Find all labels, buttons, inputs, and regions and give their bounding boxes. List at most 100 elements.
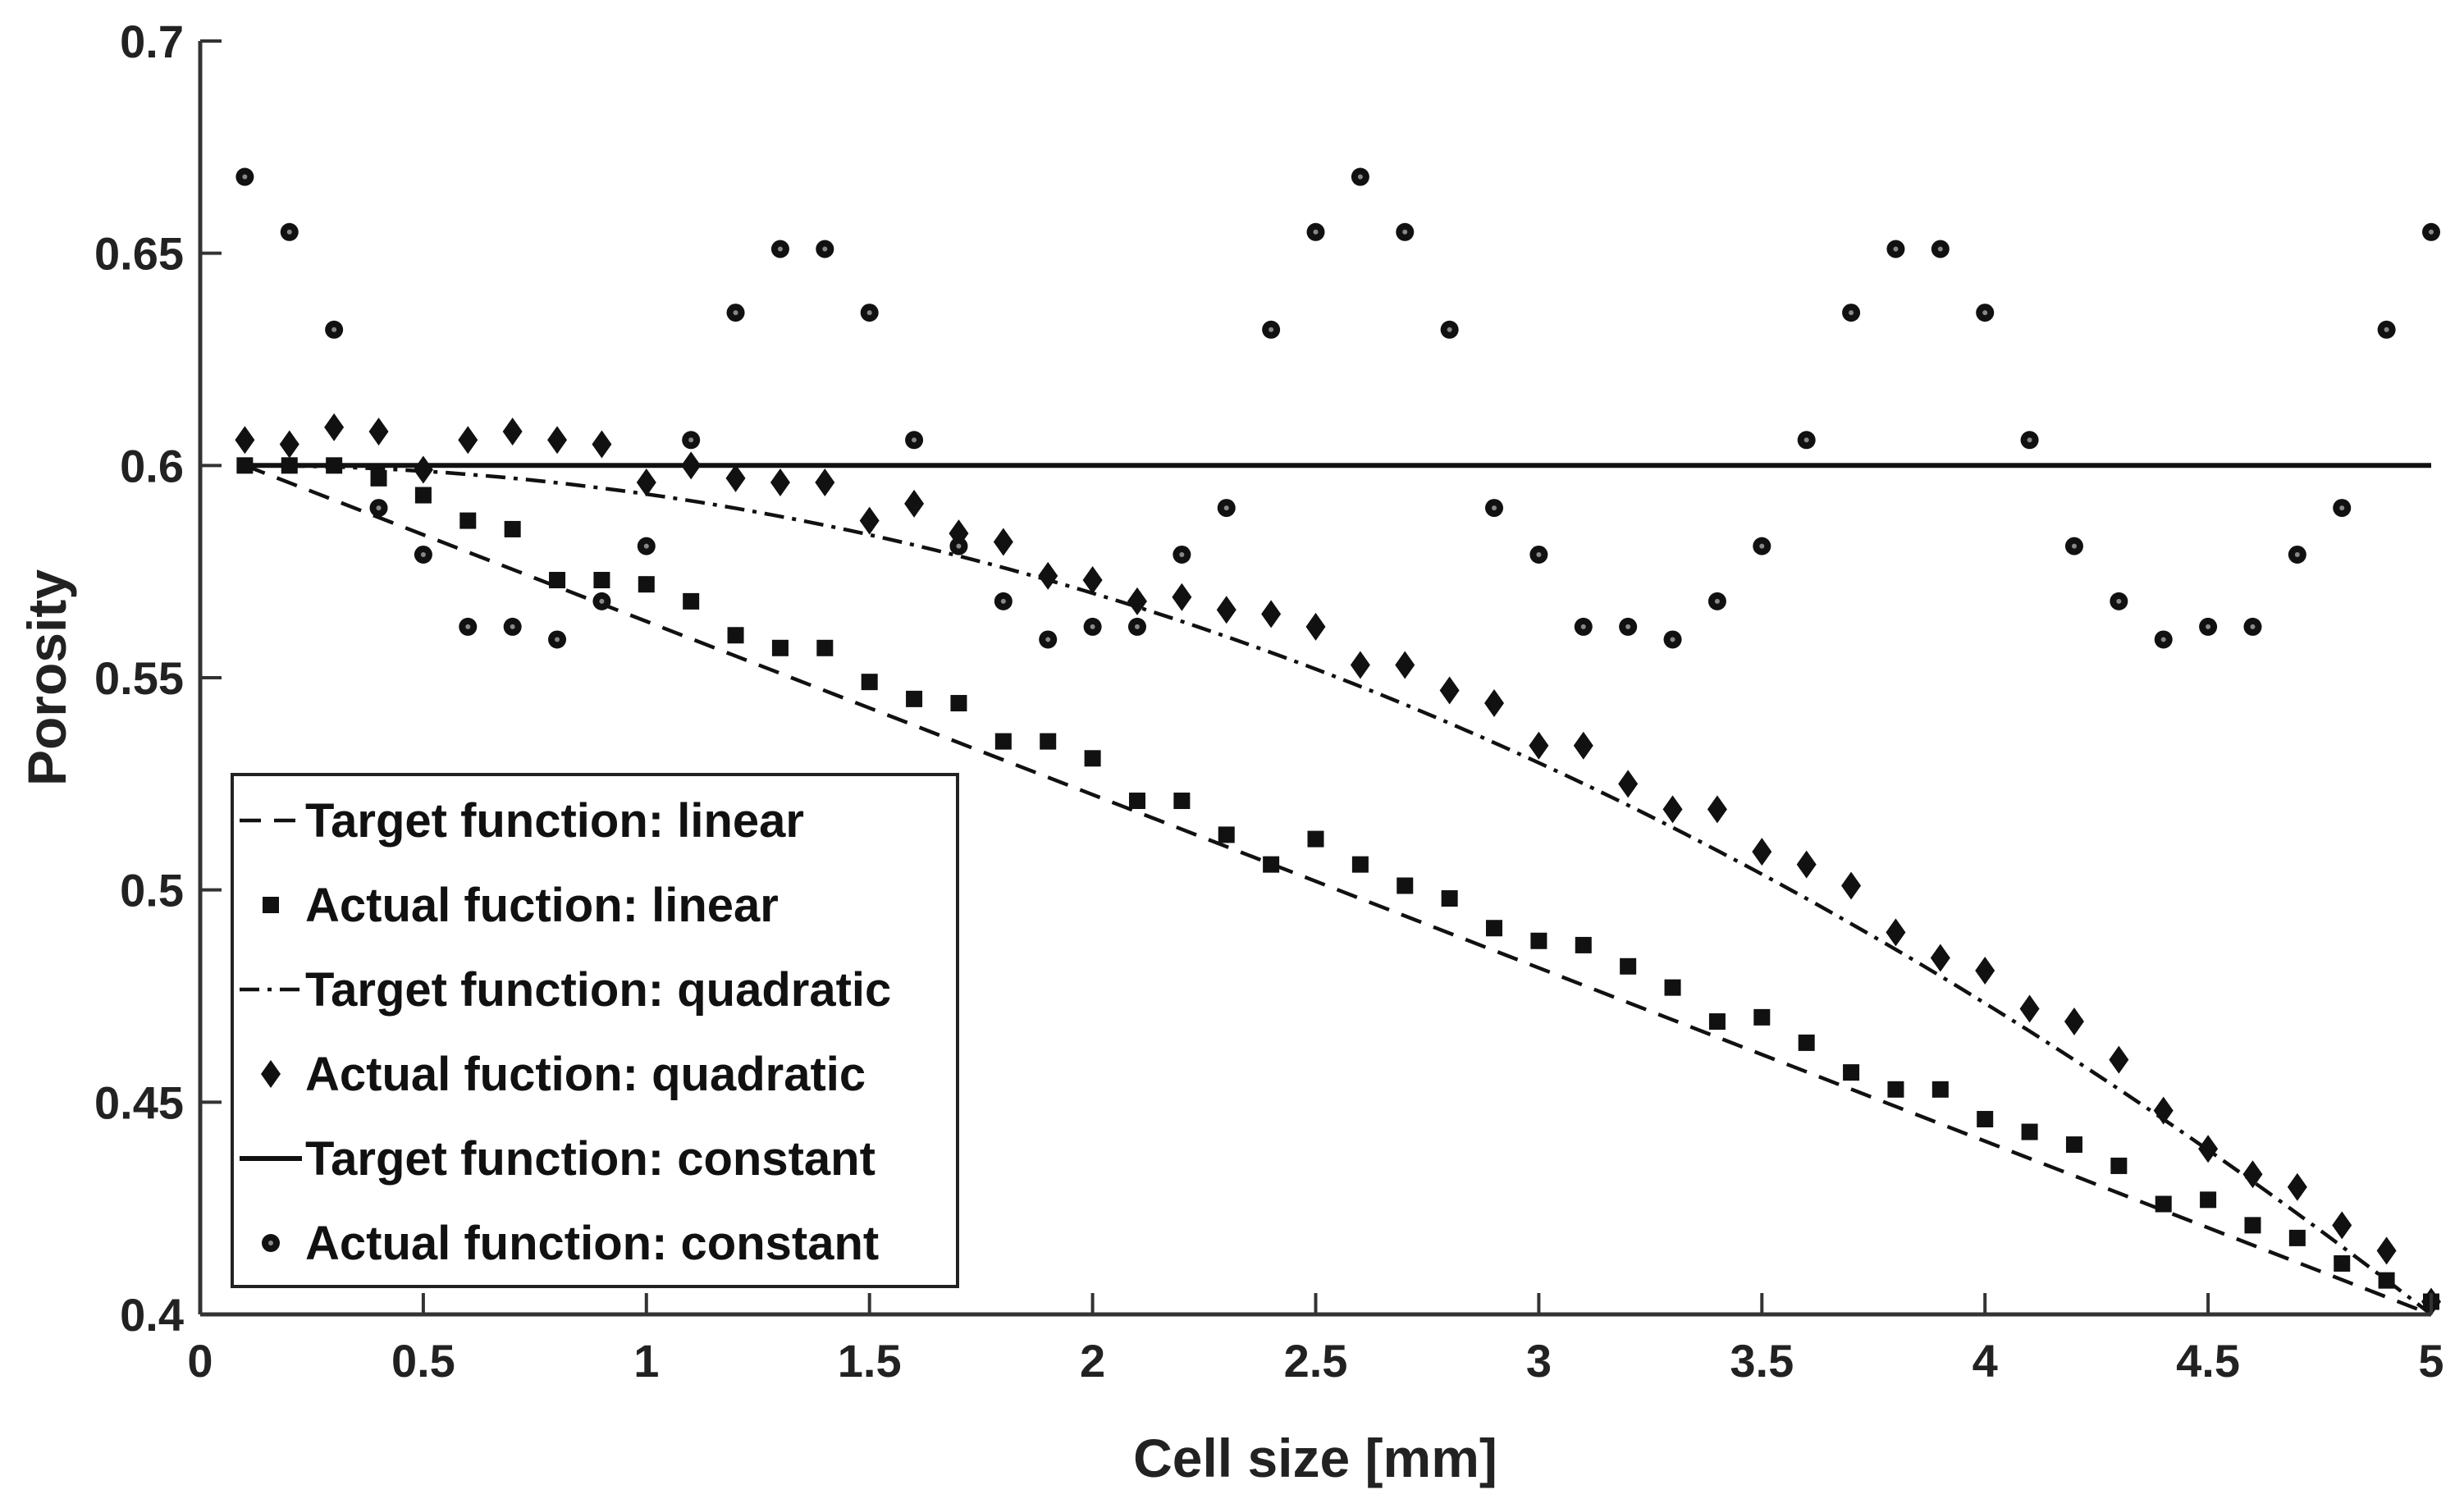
marker-square [816,639,834,656]
x-tick-label: 0.5 [391,1335,455,1387]
marker-square [1887,1081,1904,1098]
marker-diamond [2376,1236,2397,1265]
legend-box [231,773,959,1288]
marker-circle-center [1849,310,1854,316]
marker-circle [994,592,1013,610]
x-tick-label: 4 [1973,1335,1998,1387]
marker-diamond [413,455,433,484]
y-tick-label: 0.4 [120,1289,184,1341]
marker-circle-center [2206,624,2211,629]
marker-square [236,457,254,474]
marker-circle [2288,545,2306,564]
marker-circle-center [1714,598,1720,604]
marker-circle [2243,617,2262,636]
marker-square [2378,1272,2395,1289]
marker-circle [503,617,522,636]
marker-circle [1083,617,1102,636]
marker-circle-center [1670,637,1675,642]
marker-circle [770,240,789,258]
marker-circle [1262,320,1281,339]
y-tick-label: 0.45 [94,1076,184,1128]
marker-square [504,520,521,537]
marker-circle [2199,617,2218,636]
marker-circle-center [1759,543,1765,549]
marker-square [2288,1229,2306,1246]
marker-circle [235,167,254,186]
marker-diamond [279,430,299,459]
marker-circle-center [822,246,828,252]
marker-circle [1842,304,1861,322]
marker-circle [459,617,478,636]
x-axis-title: Cell size [mm] [1133,1428,1497,1488]
marker-circle [1707,592,1726,610]
x-tick-label: 0 [187,1335,213,1387]
marker-square [906,690,923,707]
marker-circle [1306,222,1325,241]
marker-diamond [2242,1160,2263,1189]
x-tick-label: 2 [1080,1335,1105,1387]
marker-diamond [458,426,478,455]
marker-circle-center [643,543,649,549]
marker-diamond [2198,1135,2219,1163]
marker-circle [682,431,701,450]
marker-diamond [1350,651,1370,679]
marker-circle [1173,545,1191,564]
marker-circle [1039,630,1058,649]
marker-circle-center [1536,551,1542,557]
x-tick-label: 1 [633,1335,659,1387]
marker-diamond [368,417,389,446]
marker-square [727,627,744,644]
marker-square [771,639,789,656]
y-tick-label: 0.65 [94,228,184,280]
marker-diamond [1707,795,1727,824]
marker-circle-center [866,310,872,316]
marker-circle [1753,537,1771,555]
marker-square [1620,957,1637,975]
marker-square [2334,1254,2351,1272]
marker-circle-center [2384,327,2389,332]
legend-entry: Target function: constant [240,1132,875,1186]
marker-diamond [904,489,925,518]
marker-circle-center [2027,437,2032,443]
marker-square [1040,733,1057,750]
marker-diamond [1529,731,1549,760]
series-markers-square [236,457,2439,1310]
ticks-layer: 0 0.5 1 1.5 2 2.5 3 3.5 4 4.5 5 0.4 0.45 0.5 0.55 0.6 0.… [94,16,2444,1387]
marker-circle-center [1000,598,1006,604]
marker-diamond [2287,1172,2307,1201]
marker-square [1084,750,1101,767]
marker-square [2155,1195,2172,1213]
x-tick-label: 3 [1526,1335,1552,1387]
legend-label: Actual fuction: quadratic [305,1048,866,1101]
marker-circle [1886,240,1905,258]
marker-circle [592,592,611,610]
y-tick-label: 0.6 [120,440,184,491]
marker-square [683,592,700,610]
marker-diamond [1841,871,1862,900]
legend-label: Target function: constant [305,1132,875,1186]
marker-square [1307,830,1324,848]
marker-diamond [1305,612,1326,641]
marker-diamond [1082,566,1103,595]
marker-circle-center [465,624,471,629]
marker-circle [1619,617,1638,636]
marker-circle [726,304,745,322]
marker-diamond [993,528,1013,556]
marker-circle [2422,222,2440,241]
marker-diamond [1395,651,1415,679]
marker-diamond [1930,944,1950,972]
marker-circle-center [1625,624,1631,629]
marker-square [2244,1217,2261,1234]
marker-diamond [681,451,702,480]
legend-entries: Target function: linear Actual fuction: l… [240,794,891,1270]
series-line-dashed [244,464,2432,1317]
marker-square [1486,920,1503,937]
marker-circle-center [420,551,426,557]
marker-square [994,733,1012,750]
marker-circle [949,537,968,555]
marker-square [326,457,343,474]
series-layer [235,167,2441,1317]
marker-circle [1931,240,1950,258]
series-markers-diamond [235,413,2441,1316]
marker-square [2065,1136,2082,1154]
